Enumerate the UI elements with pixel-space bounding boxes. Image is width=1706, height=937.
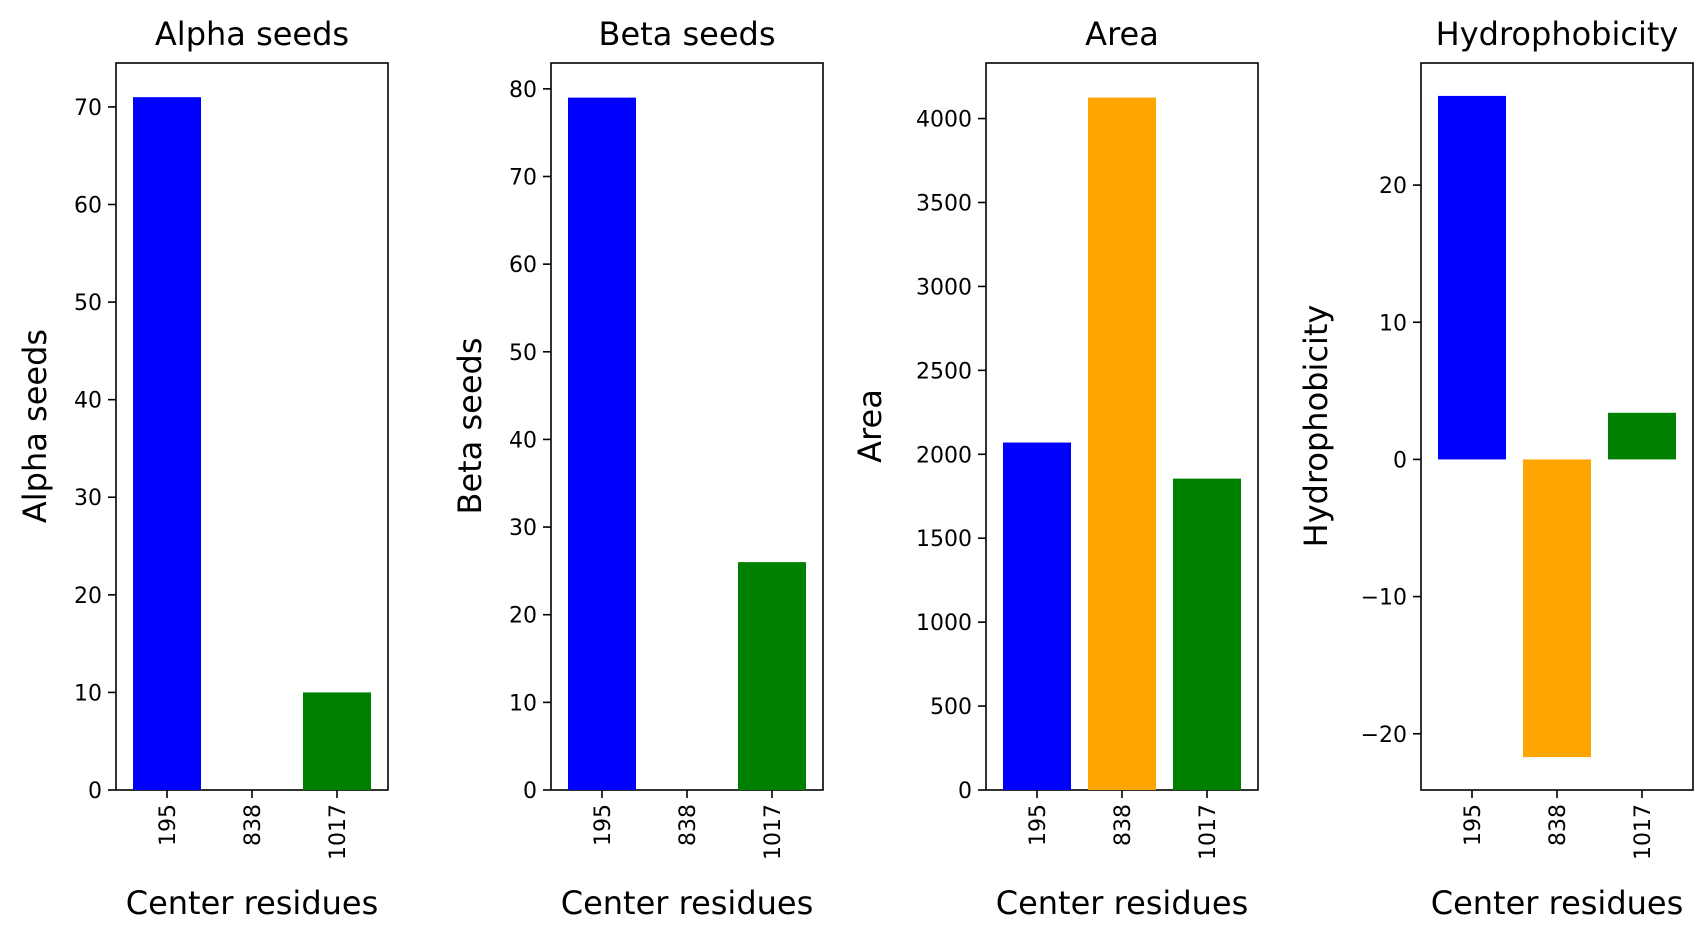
y-tick-label: 10 <box>1379 311 1407 336</box>
bar-195 <box>133 97 201 791</box>
y-tick-label: 20 <box>1379 174 1407 199</box>
y-tick-label: 70 <box>74 96 102 121</box>
y-tick-label: 0 <box>88 779 102 804</box>
y-tick-label: 80 <box>509 78 537 103</box>
x-tick-label: 838 <box>241 804 266 846</box>
y-tick-label: 70 <box>509 165 537 190</box>
x-axis-label: Center residues <box>1431 884 1684 922</box>
y-tick-label: 3500 <box>916 191 972 216</box>
subplot-hydrophobicity: Hydrophobicity −20 −10 0 10 20 195 838 1017 Hy… <box>1297 15 1694 922</box>
x-tick-label: 195 <box>591 804 616 846</box>
bar-1017 <box>1608 412 1676 460</box>
y-tick-label: 30 <box>509 516 537 541</box>
y-tick-label: 1500 <box>916 527 972 552</box>
chart-title: Hydrophobicity <box>1436 15 1679 53</box>
bar-group <box>1003 97 1241 790</box>
x-ticks: 195 838 1017 <box>1461 790 1656 860</box>
bar-group <box>568 97 806 791</box>
x-tick-label: 1017 <box>326 804 351 860</box>
bar-1017 <box>738 562 806 790</box>
y-tick-label: 50 <box>509 341 537 366</box>
x-tick-label: 1017 <box>761 804 786 860</box>
bar-195 <box>1438 95 1506 460</box>
x-tick-label: 1017 <box>1196 804 1221 860</box>
subplot-area: Area 0 500 1000 1500 2000 2500 3000 3500 4000 19… <box>851 15 1259 922</box>
x-axis-label: Center residues <box>996 884 1249 922</box>
bar-838 <box>1088 97 1156 790</box>
x-ticks: 195 838 1017 <box>591 790 786 860</box>
x-tick-label: 1017 <box>1631 804 1656 860</box>
y-tick-label: 60 <box>509 253 537 278</box>
x-tick-label: 195 <box>156 804 181 846</box>
chart-title: Area <box>1085 15 1159 53</box>
y-tick-label: −20 <box>1361 723 1407 748</box>
chart-title: Alpha seeds <box>155 15 349 53</box>
bar-group <box>133 97 371 791</box>
subplot-alpha-seeds: Alpha seeds 0 10 20 30 40 50 60 70 195 838 1017 A… <box>16 15 389 922</box>
y-axis-label: Beta seeds <box>451 338 489 515</box>
x-axis-label: Center residues <box>126 884 379 922</box>
y-tick-label: 3000 <box>916 275 972 300</box>
y-ticks: −20 −10 0 10 20 <box>1361 174 1421 748</box>
bar-1017 <box>1173 478 1241 790</box>
y-tick-label: 10 <box>509 691 537 716</box>
y-tick-label: 0 <box>958 779 972 804</box>
y-ticks: 0 500 1000 1500 2000 2500 3000 3500 4000 <box>916 108 986 804</box>
y-tick-label: 4000 <box>916 108 972 133</box>
x-tick-label: 195 <box>1461 804 1486 846</box>
x-tick-label: 838 <box>1111 804 1136 846</box>
x-tick-label: 838 <box>676 804 701 846</box>
chart-title: Beta seeds <box>599 15 776 53</box>
y-tick-label: 50 <box>74 291 102 316</box>
y-tick-label: 0 <box>523 779 537 804</box>
bar-838 <box>1523 459 1591 758</box>
x-tick-label: 195 <box>1026 804 1051 846</box>
y-tick-label: 20 <box>74 584 102 609</box>
y-tick-label: 40 <box>509 428 537 453</box>
y-tick-label: 40 <box>74 389 102 414</box>
y-axis-label: Alpha seeds <box>16 329 54 523</box>
y-tick-label: −10 <box>1361 586 1407 611</box>
y-tick-label: 500 <box>930 695 972 720</box>
bar-195 <box>568 97 636 791</box>
y-tick-label: 2500 <box>916 359 972 384</box>
y-tick-label: 60 <box>74 193 102 218</box>
y-tick-label: 0 <box>1393 448 1407 473</box>
bar-195 <box>1003 442 1071 790</box>
y-tick-label: 1000 <box>916 611 972 636</box>
y-ticks: 0 10 20 30 40 50 60 70 80 <box>509 78 551 804</box>
x-axis-label: Center residues <box>561 884 814 922</box>
y-axis-label: Hydrophobicity <box>1297 305 1335 548</box>
bar-group <box>1438 95 1676 758</box>
y-tick-label: 10 <box>74 681 102 706</box>
bar-1017 <box>303 692 371 790</box>
y-tick-label: 30 <box>74 486 102 511</box>
x-ticks: 195 838 1017 <box>156 790 351 860</box>
y-ticks: 0 10 20 30 40 50 60 70 <box>74 96 116 804</box>
x-ticks: 195 838 1017 <box>1026 790 1221 860</box>
y-tick-label: 2000 <box>916 443 972 468</box>
x-tick-label: 838 <box>1546 804 1571 846</box>
y-axis-label: Area <box>851 389 889 463</box>
y-tick-label: 20 <box>509 604 537 629</box>
